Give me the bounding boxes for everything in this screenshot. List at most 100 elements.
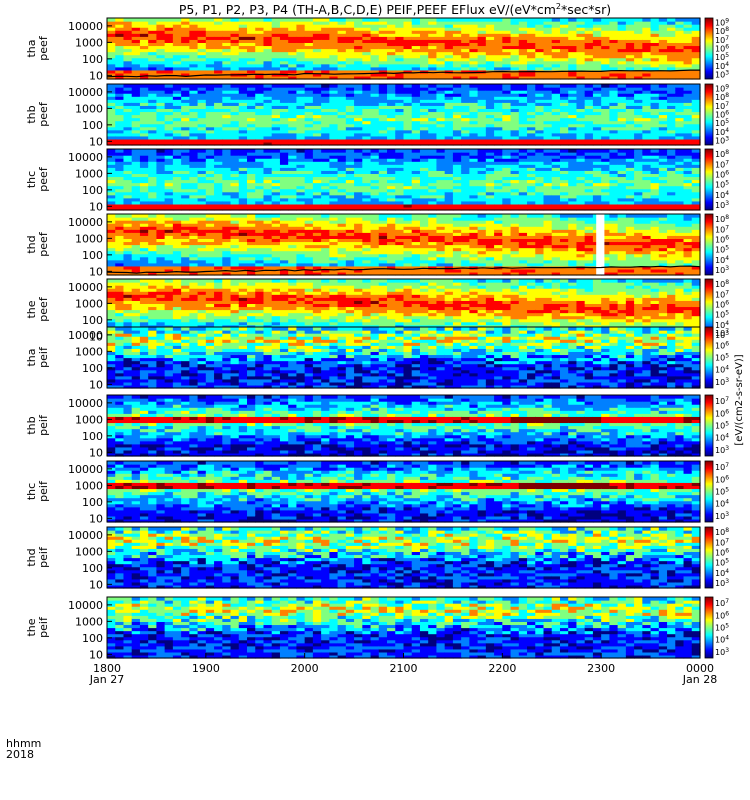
spectrogram-cell <box>354 176 363 181</box>
spectrogram-cell <box>658 48 668 53</box>
spectrogram-cell <box>592 57 602 62</box>
spectrogram-cell <box>247 69 256 74</box>
spectrogram-cell <box>131 105 141 109</box>
spectrogram-cell <box>197 54 207 59</box>
spectrogram-cell <box>683 45 693 50</box>
spectrogram-cell <box>469 126 479 131</box>
spectrogram-cell <box>683 99 693 103</box>
spectrogram-cell <box>411 27 421 31</box>
spectrogram-cell <box>230 39 240 43</box>
spectrogram-cell <box>658 129 668 134</box>
spectrogram-cell <box>568 24 578 28</box>
spectrogram-cell <box>535 126 545 131</box>
spectrogram-cell <box>609 54 619 59</box>
spectrogram-cell <box>214 111 223 116</box>
spectrogram-cell <box>337 105 347 109</box>
spectrogram-cell <box>164 66 174 71</box>
spectrogram-cell <box>181 24 190 28</box>
spectrogram-cell <box>345 72 355 77</box>
spectrogram-cell <box>238 57 248 62</box>
spectrogram-cell <box>683 63 693 68</box>
spectrogram-cell <box>296 194 306 199</box>
spectrogram-cell <box>510 75 520 80</box>
spectrogram-cell <box>288 93 298 97</box>
spectrogram-cell <box>131 188 141 193</box>
spectrogram-cell <box>123 138 133 143</box>
spectrogram-cell <box>461 72 470 77</box>
spectrogram-cell <box>247 75 256 80</box>
spectrogram-cell <box>584 63 594 68</box>
spectrogram-cell <box>617 99 627 103</box>
spectrogram-cell <box>238 123 248 128</box>
spectrogram-cell <box>156 206 166 211</box>
spectrogram-cell <box>329 123 339 128</box>
spectrogram-cell <box>518 96 528 100</box>
spectrogram-cell <box>601 120 611 125</box>
spectrogram-cell <box>510 141 520 146</box>
spectrogram-cell <box>222 126 232 131</box>
spectrogram-cell <box>395 138 405 143</box>
spectrogram-cell <box>576 111 586 116</box>
spectrogram-cell <box>362 200 372 205</box>
spectrogram-cell <box>477 36 487 40</box>
spectrogram-cell <box>337 72 347 77</box>
spectrogram-cell <box>584 66 594 71</box>
spectrogram-cell <box>378 24 388 28</box>
spectrogram-cell <box>444 27 454 31</box>
spectrogram-cell <box>172 170 182 174</box>
spectrogram-cell <box>395 87 405 91</box>
spectrogram-cell <box>658 45 668 50</box>
spectrogram-cell <box>337 135 347 140</box>
spectrogram-cell <box>477 18 487 22</box>
spectrogram-cell <box>617 105 627 109</box>
spectrogram-cell <box>189 27 199 31</box>
spectrogram-cell <box>461 27 470 31</box>
spectrogram-cell <box>658 57 668 62</box>
spectrogram-cell <box>592 90 602 94</box>
spectrogram-cell <box>197 84 207 88</box>
spectrogram-cell <box>403 42 413 47</box>
spectrogram-cell <box>288 200 298 205</box>
spectrogram-cell <box>576 42 586 47</box>
spectrogram-cell <box>395 111 405 116</box>
spectrogram-cell <box>527 18 536 22</box>
spectrogram-cell <box>518 42 528 47</box>
spectrogram-cell <box>337 108 347 113</box>
spectrogram-cell <box>139 149 149 153</box>
spectrogram-cell <box>172 54 182 59</box>
spectrogram-cell <box>205 48 215 53</box>
spectrogram-cell <box>337 188 347 193</box>
spectrogram-cell <box>115 203 125 208</box>
spectrogram-cell <box>329 214 339 218</box>
y-tick-label: 10000 <box>68 151 103 164</box>
spectrogram-cell <box>576 39 586 43</box>
spectrogram-cell <box>634 99 643 103</box>
spectrogram-cell <box>395 21 405 25</box>
spectrogram-cell <box>395 75 405 80</box>
spectrogram-cell <box>214 39 223 43</box>
spectrogram-cell <box>296 111 306 116</box>
spectrogram-cell <box>148 39 158 43</box>
spectrogram-cell <box>683 129 693 134</box>
spectrogram-cell <box>345 138 355 143</box>
spectrogram-cell <box>214 114 223 119</box>
colorbar <box>704 148 714 211</box>
spectrogram-cell <box>279 99 289 103</box>
spectrogram-cell <box>172 60 182 65</box>
spectrogram-cell <box>337 191 347 196</box>
spectrogram-cell <box>337 200 347 205</box>
spectrogram-cell <box>625 114 635 119</box>
spectrogram-cell <box>345 84 355 88</box>
spectrogram-cell <box>329 90 339 94</box>
spectrogram-cell <box>387 45 396 50</box>
spectrogram-cell <box>535 108 545 113</box>
spectrogram-cell <box>205 96 215 100</box>
spectrogram-cell <box>411 45 421 50</box>
spectrogram-cell <box>148 197 158 202</box>
spectrogram-cell <box>247 161 256 165</box>
spectrogram-cell <box>625 18 635 22</box>
spectrogram-cell <box>485 42 495 47</box>
spectrogram-cell <box>288 182 298 187</box>
spectrogram-cell <box>584 45 594 50</box>
